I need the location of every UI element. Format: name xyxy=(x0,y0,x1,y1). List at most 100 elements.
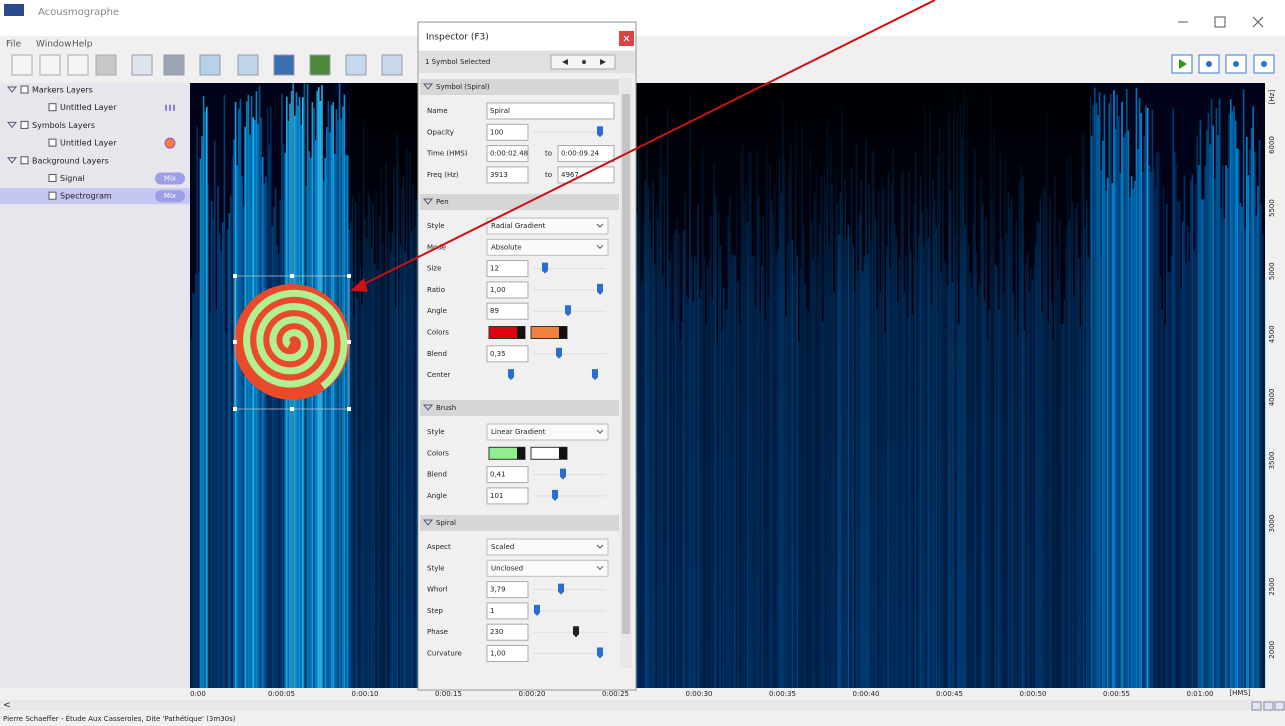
range-word: to xyxy=(545,150,552,158)
spectrum-streak xyxy=(1158,151,1160,688)
input-value[interactable]: 1,00 xyxy=(490,650,506,658)
spectrum-streak xyxy=(1227,168,1229,688)
zoom-button[interactable] xyxy=(1264,702,1273,710)
input-value[interactable]: 0:00:02.48 xyxy=(490,150,528,158)
spectrum-streak xyxy=(1166,204,1168,688)
selection-handle[interactable] xyxy=(290,274,294,278)
spectrum-streak xyxy=(1188,262,1190,688)
tool-button[interactable] xyxy=(40,55,60,75)
tool-button[interactable] xyxy=(238,55,258,75)
spectrum-streak xyxy=(1233,106,1235,688)
mix-badge-text[interactable]: Mix xyxy=(164,175,176,183)
spectrum-streak xyxy=(238,109,240,688)
input-value[interactable]: 1 xyxy=(490,607,494,615)
selection-handle[interactable] xyxy=(233,340,237,344)
spectrum-streak xyxy=(1108,103,1110,688)
tool-button[interactable] xyxy=(382,55,402,75)
checkbox[interactable] xyxy=(21,121,28,128)
selection-handle[interactable] xyxy=(347,407,351,411)
spectrum-streak xyxy=(1124,133,1126,688)
input-value[interactable]: 12 xyxy=(490,265,499,273)
input-value[interactable]: 3913 xyxy=(490,171,508,179)
input-value[interactable]: 0,35 xyxy=(490,350,506,358)
selection-handle[interactable] xyxy=(233,407,237,411)
menu-item[interactable]: Help xyxy=(72,40,93,50)
input-value[interactable]: 0,41 xyxy=(490,471,506,479)
tool-button[interactable] xyxy=(12,55,32,75)
input-value[interactable]: 89 xyxy=(490,307,499,315)
menu-item[interactable]: Window xyxy=(36,40,72,50)
color-swatch-end xyxy=(517,447,525,459)
spectrum-streak xyxy=(326,127,328,688)
tool-button[interactable] xyxy=(310,55,330,75)
input-value[interactable]: Spiral xyxy=(490,107,510,115)
selection-handle[interactable] xyxy=(347,274,351,278)
checkbox[interactable] xyxy=(49,139,56,146)
tool-button[interactable] xyxy=(346,55,366,75)
zoom-button[interactable] xyxy=(1252,702,1261,710)
tool-button[interactable] xyxy=(274,55,294,75)
input-value[interactable]: 101 xyxy=(490,492,503,500)
selection-handle[interactable] xyxy=(290,407,294,411)
spectrum-streak xyxy=(1091,136,1093,688)
app-window: Acousmographe < Pierre Schaeffer - Étude… xyxy=(0,0,1285,726)
time-label: 0:00:50 xyxy=(1020,690,1047,698)
selection-handle[interactable] xyxy=(233,274,237,278)
input-value[interactable]: 3,79 xyxy=(490,586,506,594)
tool-button[interactable] xyxy=(132,55,152,75)
spectrum-streak xyxy=(1240,203,1242,688)
spectrum-streak xyxy=(347,155,349,688)
menu-item[interactable]: File xyxy=(6,40,22,50)
tool-button[interactable] xyxy=(200,55,220,75)
input-value[interactable]: 1,00 xyxy=(490,286,506,294)
tool-button[interactable] xyxy=(164,55,184,75)
spectrum-streak xyxy=(1155,188,1157,688)
spectrum-streak xyxy=(1224,218,1226,688)
dropdown-value[interactable]: Absolute xyxy=(491,243,522,251)
spectrum-streak xyxy=(1099,92,1101,688)
spectrum-streak xyxy=(1131,176,1133,688)
layer-item[interactable]: Signal xyxy=(60,174,85,183)
layer-item[interactable]: Spectrogram xyxy=(60,192,112,201)
tool-button[interactable] xyxy=(68,55,88,75)
app-icon xyxy=(4,4,24,16)
input-value[interactable]: 0:00:09.24 xyxy=(561,150,600,158)
spectrum-streak xyxy=(270,107,272,688)
mix-badge-text[interactable]: Mix xyxy=(164,192,176,200)
layer-item[interactable]: Untitled Layer xyxy=(60,103,117,112)
spectrum-streak xyxy=(240,99,242,688)
layer-item[interactable]: Untitled Layer xyxy=(60,139,117,148)
dropdown-value[interactable]: Radial Gradient xyxy=(491,222,546,230)
inspector-scroll-thumb[interactable] xyxy=(622,94,630,634)
checkbox[interactable] xyxy=(49,192,56,199)
layer-group[interactable]: Background Layers xyxy=(32,156,109,165)
checkbox[interactable] xyxy=(49,104,56,111)
zoom-button[interactable] xyxy=(1275,702,1284,710)
nav-center[interactable] xyxy=(582,60,586,64)
checkbox[interactable] xyxy=(49,175,56,182)
spectrum-streak xyxy=(268,145,270,688)
section-title: Symbol (Spiral) xyxy=(436,83,490,91)
field-label: Style xyxy=(427,428,445,436)
spectrum-streak xyxy=(1136,88,1138,688)
layer-group[interactable]: Markers Layers xyxy=(32,86,93,95)
spectrum-streak xyxy=(211,201,213,688)
field-label: Colors xyxy=(427,449,449,457)
input-value[interactable]: 230 xyxy=(490,628,503,636)
scroll-left[interactable]: < xyxy=(3,701,11,711)
checkbox[interactable] xyxy=(21,157,28,164)
input-value[interactable]: 100 xyxy=(490,128,503,136)
h-scrollbar[interactable] xyxy=(0,700,1285,711)
spectrum-streak xyxy=(1177,202,1179,688)
dropdown-value[interactable]: Scaled xyxy=(491,543,514,551)
inspector: Inspector (F3)1 Symbol SelectedSymbol (S… xyxy=(418,22,636,690)
spectrum-streak xyxy=(1193,251,1195,688)
spectrum-streak xyxy=(1208,114,1210,689)
dropdown-value[interactable]: Unclosed xyxy=(491,564,523,572)
selection-handle[interactable] xyxy=(347,340,351,344)
layer-group[interactable]: Symbols Layers xyxy=(32,121,95,130)
checkbox[interactable] xyxy=(21,86,28,93)
tool-button[interactable] xyxy=(96,55,116,75)
spectrum-streak xyxy=(331,105,333,688)
dropdown-value[interactable]: Linear Gradient xyxy=(491,428,546,436)
